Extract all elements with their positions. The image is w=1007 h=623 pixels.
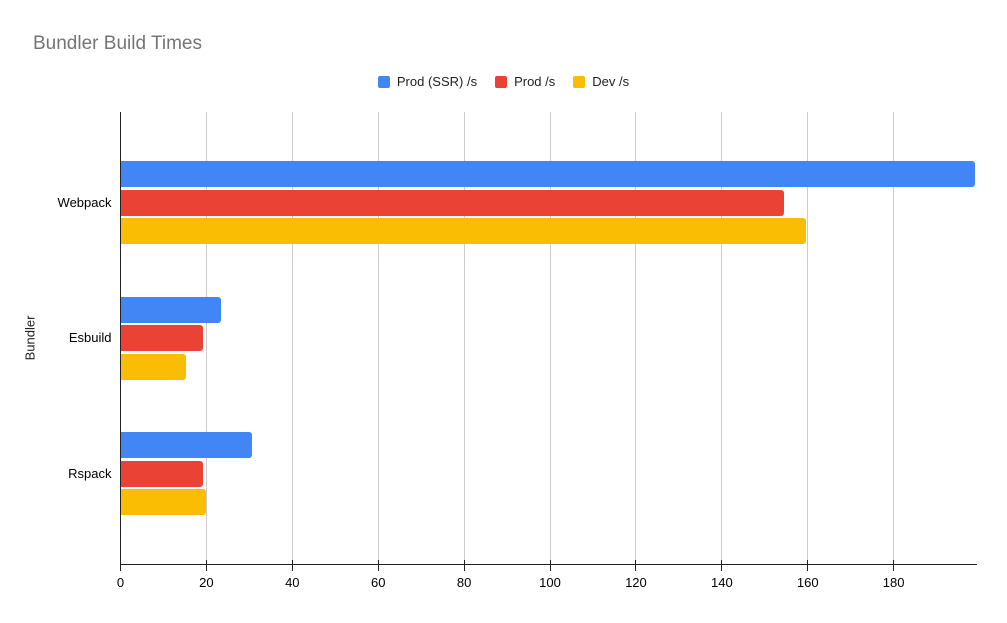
legend-label-prod-ssr: Prod (SSR) /s (396, 74, 478, 89)
legend-item-prod: Prod /s (495, 74, 555, 89)
bar-esbuild-dev-s (120, 353, 186, 380)
category-label-esbuild: Esbuild (68, 330, 112, 345)
x-tick-label: 100 (539, 574, 561, 590)
x-tick-label: 20 (199, 574, 214, 590)
bar-rspack-dev-s (120, 489, 207, 515)
x-axis-tick (463, 559, 465, 571)
gridline (893, 112, 895, 565)
bar-rspack-prod-ssr-s (120, 432, 252, 458)
gridline (291, 112, 293, 565)
legend-swatch-dev (573, 75, 586, 88)
gridline (549, 112, 551, 565)
x-axis-tick (893, 559, 895, 571)
gridline (635, 112, 637, 565)
legend-item-dev: Dev /s (573, 74, 629, 89)
x-tick-label: 60 (370, 574, 386, 590)
legend-swatch-prod (495, 75, 508, 88)
bar-webpack-prod-ssr-s (120, 161, 976, 187)
gridline (721, 112, 723, 565)
x-axis-tick (291, 559, 293, 571)
x-tick-label: 180 (882, 574, 905, 590)
x-tick-label: 0 (116, 574, 125, 590)
x-axis-tick (549, 559, 551, 571)
x-axis-tick (205, 559, 207, 571)
x-tick-label: 80 (456, 574, 472, 590)
bar-esbuild-prod-ssr-s (120, 296, 222, 323)
bar-webpack-prod-s (120, 189, 785, 216)
legend: Prod (SSR) /s Prod /s Dev /s (0, 74, 1007, 89)
x-tick-label: 120 (625, 574, 647, 590)
x-axis-tick (635, 559, 637, 571)
legend-label-dev: Dev /s (592, 74, 630, 89)
chart-title: Bundler Build Times (33, 33, 202, 54)
gridline (463, 112, 465, 565)
legend-item-prod-ssr: Prod (SSR) /s (377, 74, 478, 89)
category-label-webpack: Webpack (57, 194, 112, 210)
x-axis-tick (377, 559, 379, 571)
x-tick-label: 40 (285, 574, 300, 590)
bar-esbuild-prod-s (120, 325, 204, 351)
bar-webpack-dev-s (120, 218, 806, 244)
category-label-rspack: Rspack (68, 465, 112, 481)
x-axis-line (120, 564, 977, 565)
legend-swatch-prod-ssr (377, 75, 390, 88)
bar-rspack-prod-s (120, 460, 203, 487)
legend-label-prod: Prod /s (514, 74, 556, 89)
x-axis-tick (807, 559, 809, 571)
x-tick-label: 140 (710, 574, 733, 590)
gridline (205, 112, 207, 565)
x-axis-tick (120, 559, 121, 571)
gridline (377, 112, 379, 565)
x-axis-tick (721, 559, 723, 571)
gridline (807, 112, 809, 565)
x-tick-label: 160 (796, 574, 819, 590)
